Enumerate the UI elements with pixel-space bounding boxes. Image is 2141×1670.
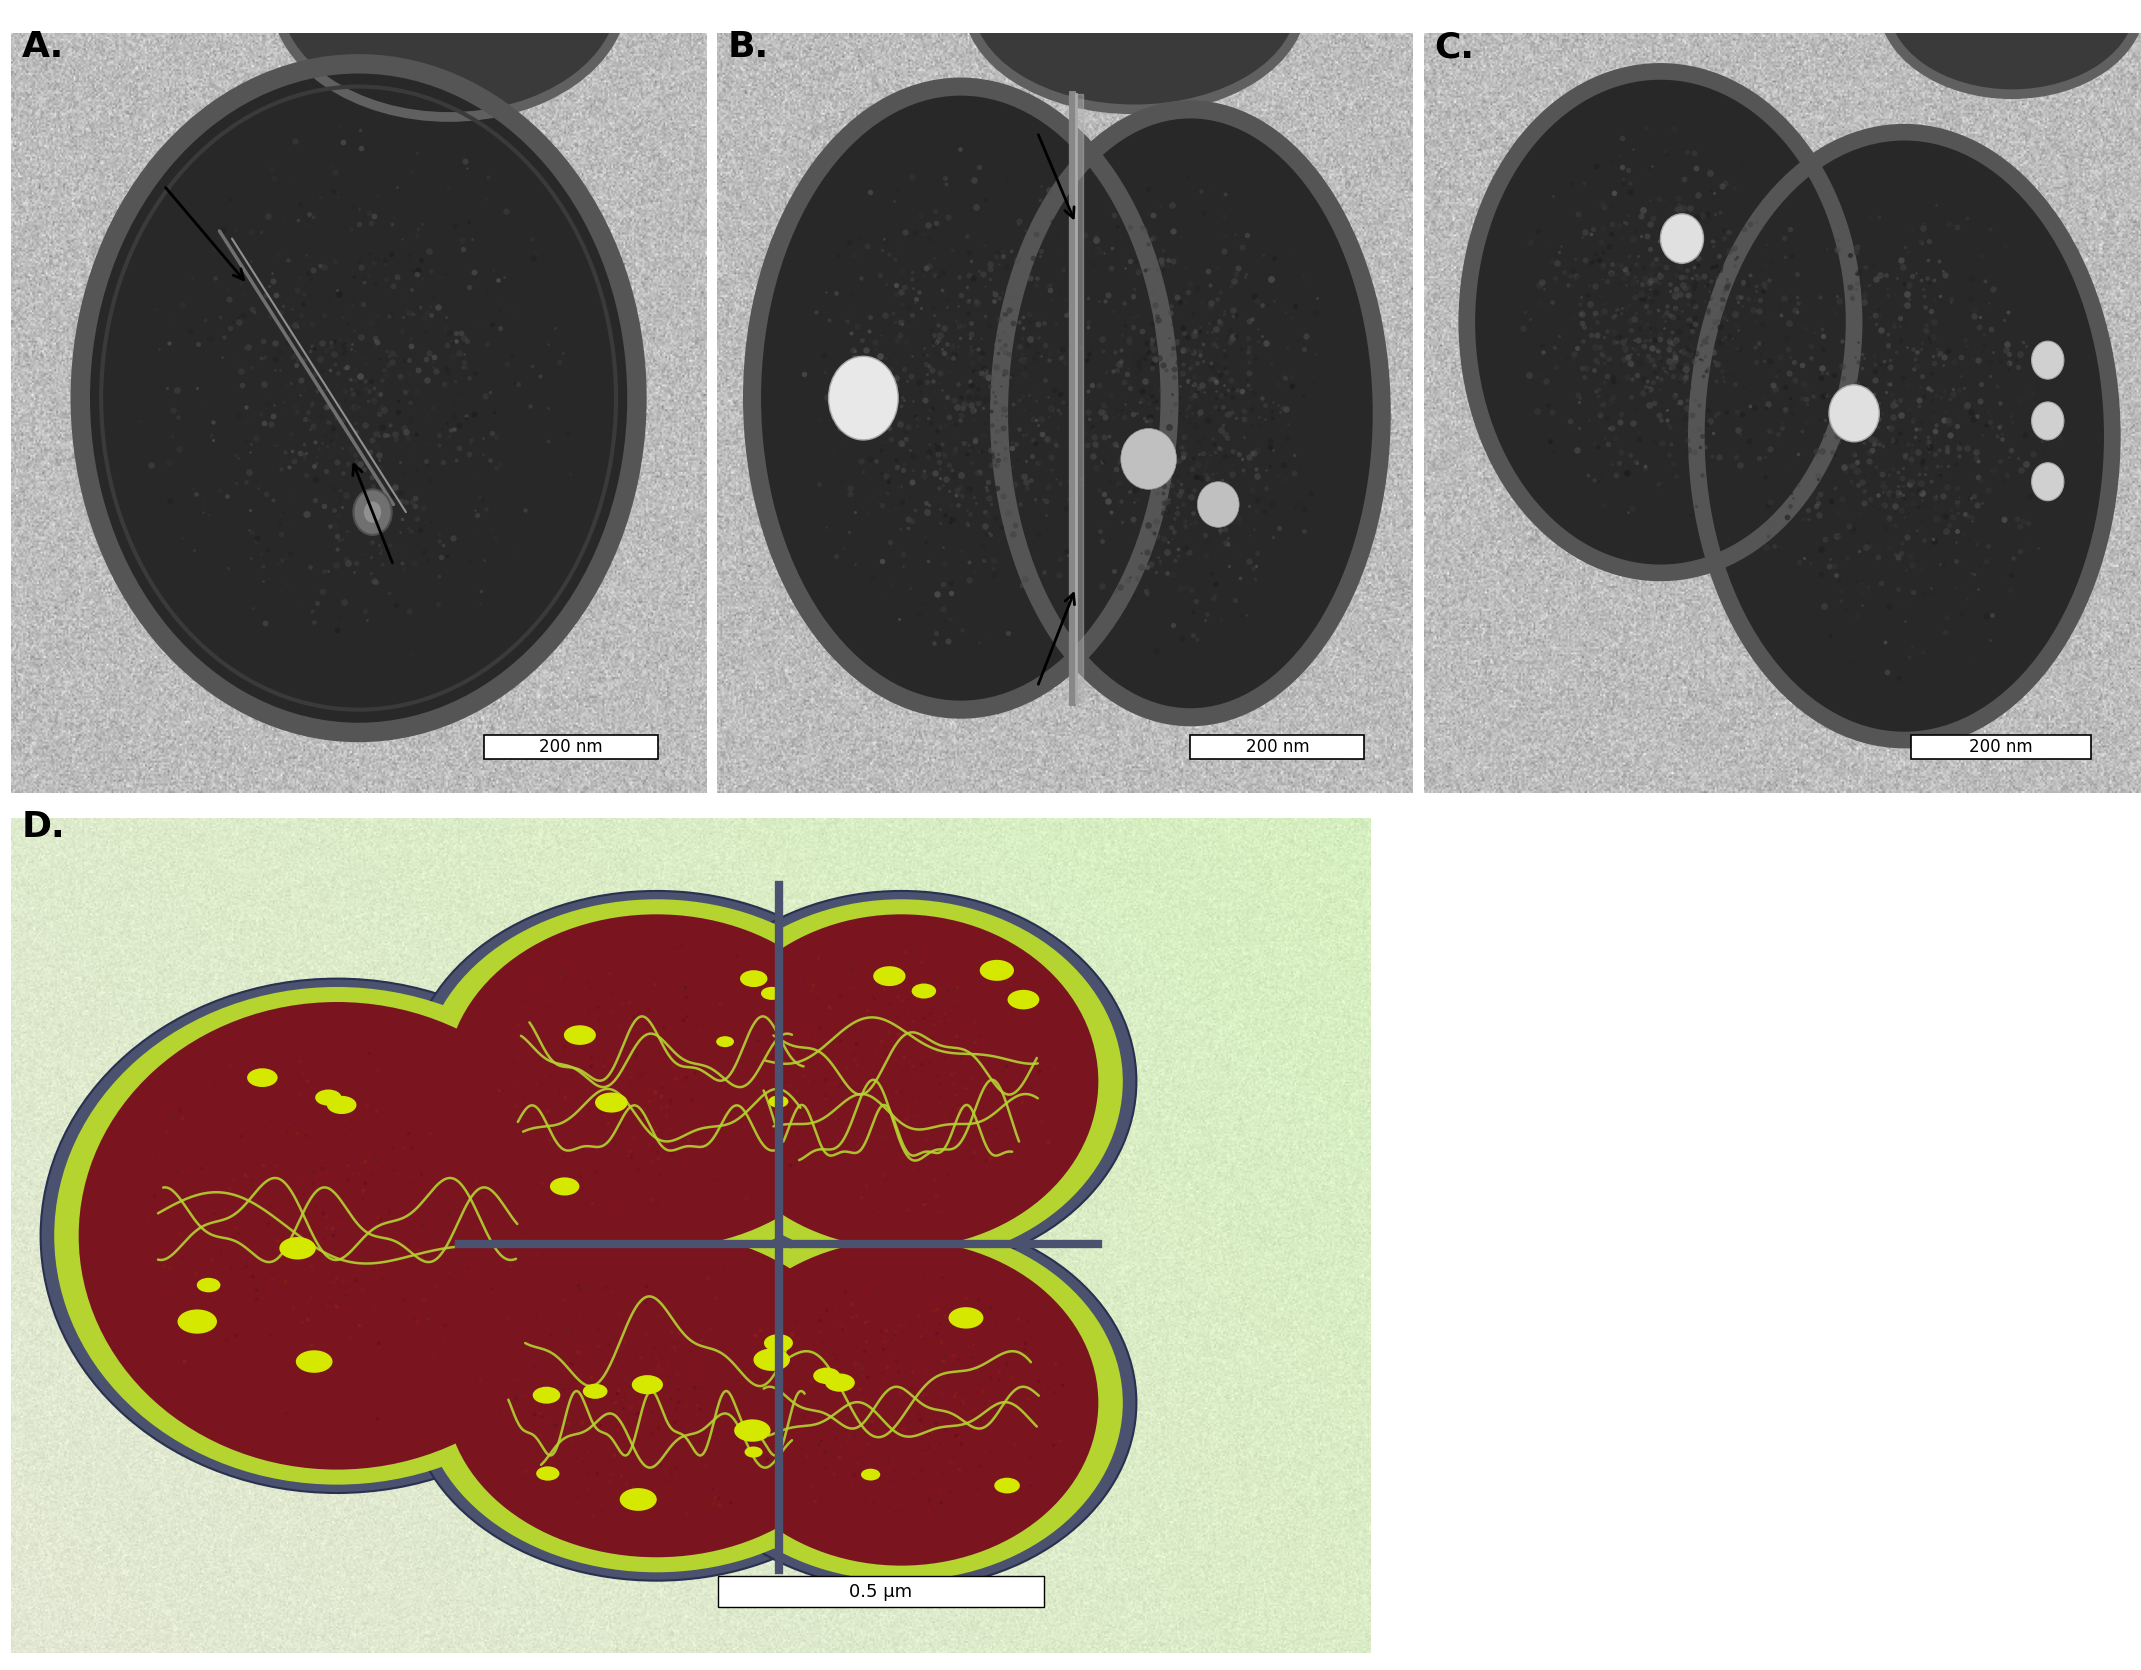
Ellipse shape xyxy=(1197,481,1240,528)
Ellipse shape xyxy=(1467,72,1854,573)
Ellipse shape xyxy=(422,1216,891,1573)
Ellipse shape xyxy=(751,87,1169,710)
Ellipse shape xyxy=(246,1069,278,1087)
Ellipse shape xyxy=(760,987,781,1000)
Ellipse shape xyxy=(734,1420,771,1441)
Ellipse shape xyxy=(79,63,638,733)
Ellipse shape xyxy=(278,1237,317,1259)
Ellipse shape xyxy=(535,1466,559,1481)
Text: 200 nm: 200 nm xyxy=(540,738,602,757)
Ellipse shape xyxy=(741,970,766,987)
Ellipse shape xyxy=(364,501,381,523)
Ellipse shape xyxy=(666,892,1137,1273)
Ellipse shape xyxy=(632,1374,664,1394)
Ellipse shape xyxy=(407,1209,906,1580)
Ellipse shape xyxy=(445,915,867,1247)
Ellipse shape xyxy=(407,892,906,1273)
Ellipse shape xyxy=(769,1096,788,1107)
Text: 200 nm: 200 nm xyxy=(1246,738,1308,757)
Ellipse shape xyxy=(874,967,906,985)
Ellipse shape xyxy=(533,1386,561,1404)
Ellipse shape xyxy=(1828,384,1880,443)
Ellipse shape xyxy=(1008,990,1038,1009)
Ellipse shape xyxy=(274,0,623,117)
Ellipse shape xyxy=(619,1488,657,1511)
Ellipse shape xyxy=(829,356,899,439)
Ellipse shape xyxy=(582,1384,608,1399)
Bar xyxy=(1912,735,2092,760)
Bar xyxy=(484,735,657,760)
Text: D.: D. xyxy=(21,810,64,843)
Ellipse shape xyxy=(41,979,634,1493)
Ellipse shape xyxy=(861,1468,880,1481)
Ellipse shape xyxy=(912,984,936,999)
Ellipse shape xyxy=(315,1089,343,1106)
Ellipse shape xyxy=(79,1002,595,1470)
Text: C.: C. xyxy=(1434,30,1475,63)
Ellipse shape xyxy=(353,489,392,534)
Ellipse shape xyxy=(948,1308,983,1329)
Ellipse shape xyxy=(295,1351,332,1373)
Ellipse shape xyxy=(704,1239,1098,1566)
Ellipse shape xyxy=(1000,110,1381,718)
Text: A.: A. xyxy=(21,30,64,63)
Ellipse shape xyxy=(981,960,1015,980)
Bar xyxy=(1190,735,1364,760)
Ellipse shape xyxy=(754,1348,790,1371)
Ellipse shape xyxy=(595,1092,627,1112)
Ellipse shape xyxy=(1696,132,2113,740)
Ellipse shape xyxy=(2032,463,2064,501)
Ellipse shape xyxy=(679,1226,1122,1580)
Ellipse shape xyxy=(666,1216,1137,1590)
Ellipse shape xyxy=(54,987,619,1485)
Ellipse shape xyxy=(993,1478,1019,1493)
Text: 0.5 μm: 0.5 μm xyxy=(850,1583,912,1600)
Ellipse shape xyxy=(679,898,1122,1263)
Ellipse shape xyxy=(2032,402,2064,439)
Ellipse shape xyxy=(824,1373,854,1391)
Ellipse shape xyxy=(328,1096,358,1114)
Ellipse shape xyxy=(2032,341,2064,379)
Ellipse shape xyxy=(197,1278,221,1293)
Ellipse shape xyxy=(1882,0,2141,94)
Ellipse shape xyxy=(764,1334,792,1353)
Text: B.: B. xyxy=(728,30,769,63)
Text: 200 nm: 200 nm xyxy=(1970,738,2034,757)
Ellipse shape xyxy=(1122,429,1178,489)
Ellipse shape xyxy=(1661,214,1704,264)
Ellipse shape xyxy=(745,1446,762,1458)
Ellipse shape xyxy=(968,0,1302,110)
Ellipse shape xyxy=(715,1035,734,1047)
Ellipse shape xyxy=(704,915,1098,1247)
Ellipse shape xyxy=(422,898,891,1263)
Ellipse shape xyxy=(550,1177,580,1196)
Ellipse shape xyxy=(814,1368,839,1384)
Ellipse shape xyxy=(178,1309,216,1334)
Ellipse shape xyxy=(445,1232,867,1556)
Bar xyxy=(717,1576,1045,1607)
Ellipse shape xyxy=(563,1025,595,1045)
